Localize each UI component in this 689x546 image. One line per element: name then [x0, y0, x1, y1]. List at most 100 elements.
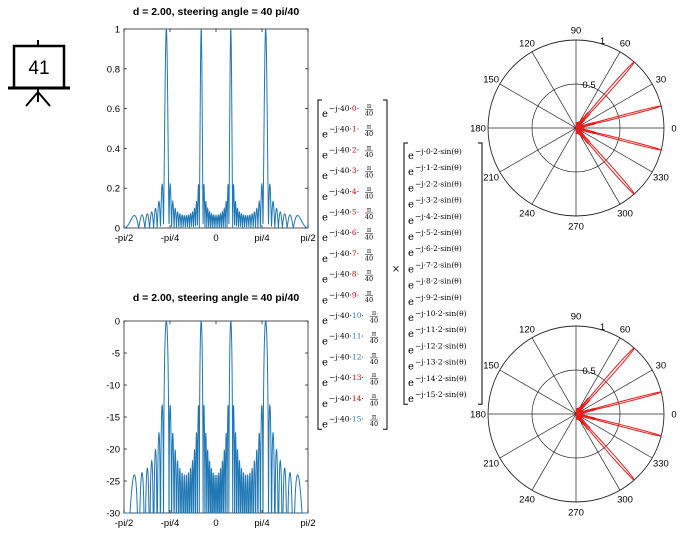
x-tick-label: pi/2: [300, 518, 315, 529]
fraction-denominator: 40: [370, 399, 378, 407]
matrix-exponent: −j·40·13·: [329, 373, 364, 382]
exponent-index: 15: [352, 415, 362, 424]
matrix-exponent: −j·8·2·sin(θ): [415, 277, 462, 286]
fraction-denominator: 40: [370, 317, 378, 325]
array-entry: e −j·4·2·sin(θ): [408, 212, 462, 227]
matrix-exponent: −j·40·3·: [329, 166, 359, 175]
matrix-base-e: e: [408, 216, 414, 227]
exponent-index: 1: [352, 125, 357, 134]
matrix-base-e: e: [408, 313, 414, 324]
array-entry: e −j·9·2·sin(θ): [408, 293, 462, 308]
matrix-exponent: −j·15·2·sin(θ): [415, 390, 467, 399]
polar-angle-label: 90: [571, 312, 582, 323]
matrix-exponent: −j·40·14·: [329, 394, 364, 403]
steering-entry: e−j·40·13· π40: [322, 371, 378, 389]
exponent-index: 13: [352, 373, 362, 382]
polar-angle-label: 240: [519, 208, 535, 219]
matrix-base-e: e: [408, 167, 414, 178]
polar-angle-label: 210: [483, 173, 499, 184]
matrix-base-e: e: [322, 357, 328, 368]
matrix-exponent: −j·40·6·: [329, 228, 359, 237]
matrix-exponent: −j·3·2·sin(θ): [415, 196, 462, 205]
fraction-denominator: 40: [370, 337, 378, 345]
exponent-index: 4: [352, 187, 357, 196]
polar-angle-label: 210: [483, 459, 499, 470]
matrix-base-e: e: [322, 213, 328, 224]
matrix-base-e: e: [408, 183, 414, 194]
exponent-prefix: −j·40·: [329, 270, 352, 279]
matrix-base-e: e: [408, 281, 414, 292]
exponent-index: 10: [352, 311, 362, 320]
exponent-prefix: −j·40·: [329, 249, 352, 258]
right-bracket: [383, 99, 388, 430]
x-tick-label: 0: [213, 518, 218, 529]
matrix-exponent: −j·5·2·sin(θ): [415, 228, 462, 237]
fraction-numerator: π: [372, 330, 377, 338]
fraction-numerator: π: [372, 309, 377, 317]
matrix-base-e: e: [322, 378, 328, 389]
matrix-base-e: e: [408, 151, 414, 162]
matrix-exponent: −j·40·4·: [329, 187, 359, 196]
fraction-denominator: 40: [365, 234, 373, 242]
exponent-dot: ·: [361, 332, 363, 341]
y-tick-label: -30: [106, 509, 120, 520]
presentation-board-icon: [8, 40, 70, 107]
fraction-numerator: π: [367, 143, 372, 151]
exponent-dot: ·: [361, 311, 363, 320]
polar-angle-label: 0: [671, 124, 676, 135]
exponent-dot: ·: [361, 394, 363, 403]
matrix-base-e: e: [322, 295, 328, 306]
polar-radius-label: 1: [600, 36, 605, 47]
steering-entry: e−j·40·7· π40: [322, 247, 373, 265]
y-tick-label: -15: [106, 413, 120, 424]
y-tick-label: -20: [106, 445, 120, 456]
steering-entry: e−j·40·3· π40: [322, 164, 373, 182]
fraction-numerator: π: [367, 206, 372, 214]
right-bracket: [478, 142, 483, 405]
steering-entry: e−j·40·5· π40: [322, 206, 373, 224]
fraction-denominator: 40: [365, 192, 373, 200]
left-bracket: [317, 99, 322, 430]
matrix-exponent: −j·40·8·: [329, 270, 359, 279]
polar-pattern-line: [575, 347, 663, 481]
matrix-exponent: −j·10·2·sin(θ): [415, 309, 467, 318]
chart-title: d = 2.00, steering angle = 40 pi/40: [133, 292, 299, 304]
exponent-prefix: −j·40·: [329, 208, 352, 217]
matrix-base-e: e: [322, 399, 328, 410]
fraction-denominator: 40: [365, 110, 373, 118]
steering-entry: e−j·40·6· π40: [322, 226, 373, 244]
exponent-index: 0: [352, 104, 357, 113]
polar-angle-label: 120: [519, 325, 535, 336]
polar-angle-label: 120: [519, 39, 535, 50]
fraction-numerator: π: [367, 288, 372, 296]
fraction-denominator: 40: [365, 254, 373, 262]
fraction-denominator: 40: [365, 296, 373, 304]
x-tick-label: -pi/4: [161, 233, 179, 244]
polar-angle-label: 150: [483, 75, 499, 86]
matrix-base-e: e: [408, 394, 414, 405]
exponent-prefix: −j·40·: [329, 290, 352, 299]
matrix-exponent: −j·40·2·: [329, 145, 359, 154]
matrix-exponent: −j·1·2·sin(θ): [415, 163, 462, 172]
exponent-dot: ·: [357, 187, 359, 196]
fraction-denominator: 40: [365, 275, 373, 283]
exponent-index: 6: [352, 228, 357, 237]
array-entry: e −j·7·2·sin(θ): [408, 260, 462, 275]
exponent-prefix: −j·40·: [329, 415, 352, 424]
matrix-exponent: −j·40·12·: [329, 352, 364, 361]
array-factor-matrix: e −j·0·2·sin(θ)e −j·1·2·sin(θ)e −j·2·2·sin(…: [403, 142, 483, 405]
polar-angle-label: 300: [617, 494, 633, 505]
matrix-exponent: −j·40·11·: [329, 332, 364, 341]
steering-entry: e−j·40·1· π40: [322, 123, 373, 141]
fraction-numerator: π: [367, 102, 372, 110]
matrix-base-e: e: [408, 264, 414, 275]
polar-angle-label: 240: [519, 494, 535, 505]
array-entry: e −j·11·2·sin(θ): [408, 325, 467, 340]
matrix-exponent: −j·40·1·: [329, 125, 359, 134]
matrix-exponent: −j·0·2·sin(θ): [415, 147, 462, 156]
exponent-index: 12: [352, 352, 362, 361]
array-entry: e −j·2·2·sin(θ): [408, 179, 462, 194]
exponent-index: 8: [352, 270, 357, 279]
